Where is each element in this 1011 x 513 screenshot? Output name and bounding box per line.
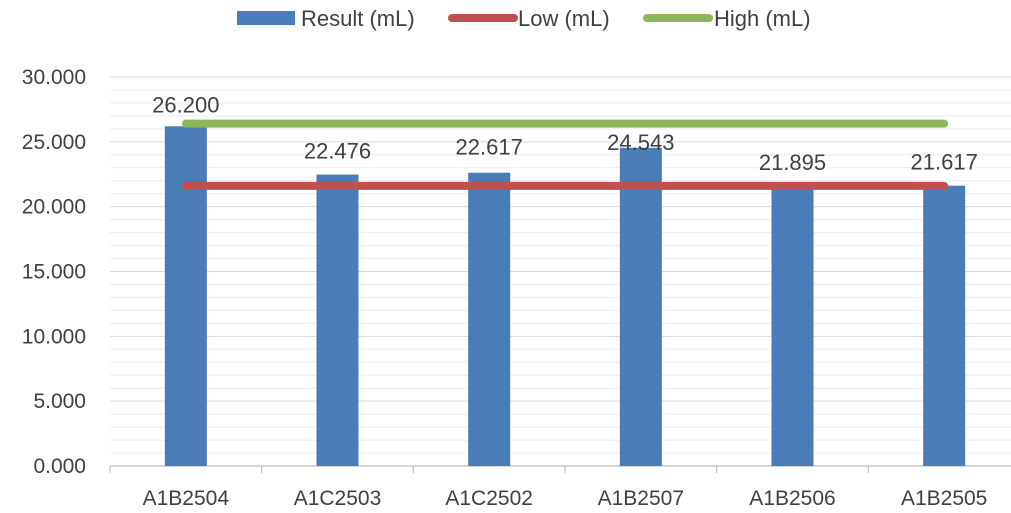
x-tick-label: A1C2503 — [294, 487, 382, 510]
y-tick-label: 10.000 — [22, 325, 86, 348]
legend-label: High (mL) — [714, 6, 811, 31]
bar — [619, 147, 662, 466]
data-label: 24.543 — [607, 130, 674, 155]
y-tick-label: 20.000 — [22, 196, 86, 219]
y-tick-label: 15.000 — [22, 261, 86, 284]
line-layer — [181, 119, 949, 190]
bar — [316, 174, 359, 466]
grid-layer — [110, 76, 1011, 454]
x-tick-label: A1C2502 — [445, 487, 533, 510]
y-tick-label: 0.000 — [33, 455, 86, 478]
axis-layer: 0.000 5.000 10.000 15.000 20.000 25.000 30.000… — [22, 66, 1011, 510]
data-label: 21.895 — [759, 150, 826, 175]
y-tick-label: 30.000 — [22, 66, 86, 89]
x-tick-label: A1B2505 — [901, 487, 987, 510]
bar — [923, 185, 966, 466]
label-layer: 26.200 22.476 22.617 24.543 21.895 21.617 — [152, 92, 978, 175]
x-tick-label: A1B2506 — [749, 487, 835, 510]
data-label: 26.200 — [152, 92, 219, 117]
data-label: 22.617 — [456, 135, 523, 160]
legend-swatch — [237, 11, 295, 25]
legend-label: Result (mL) — [301, 6, 415, 31]
legend-label: Low (mL) — [518, 6, 610, 31]
x-tick-label: A1B2507 — [598, 487, 684, 510]
data-label: 22.476 — [304, 139, 371, 164]
bar — [771, 182, 814, 466]
y-tick-label: 25.000 — [22, 131, 86, 154]
y-tick-label: 5.000 — [33, 390, 86, 413]
bar-layer — [164, 126, 966, 467]
legend-layer: Result (mL) Low (mL) High (mL) — [237, 6, 811, 31]
data-label: 21.617 — [911, 150, 978, 175]
x-tick-label: A1B2504 — [143, 487, 230, 510]
bar — [164, 126, 207, 467]
bar — [468, 172, 511, 466]
